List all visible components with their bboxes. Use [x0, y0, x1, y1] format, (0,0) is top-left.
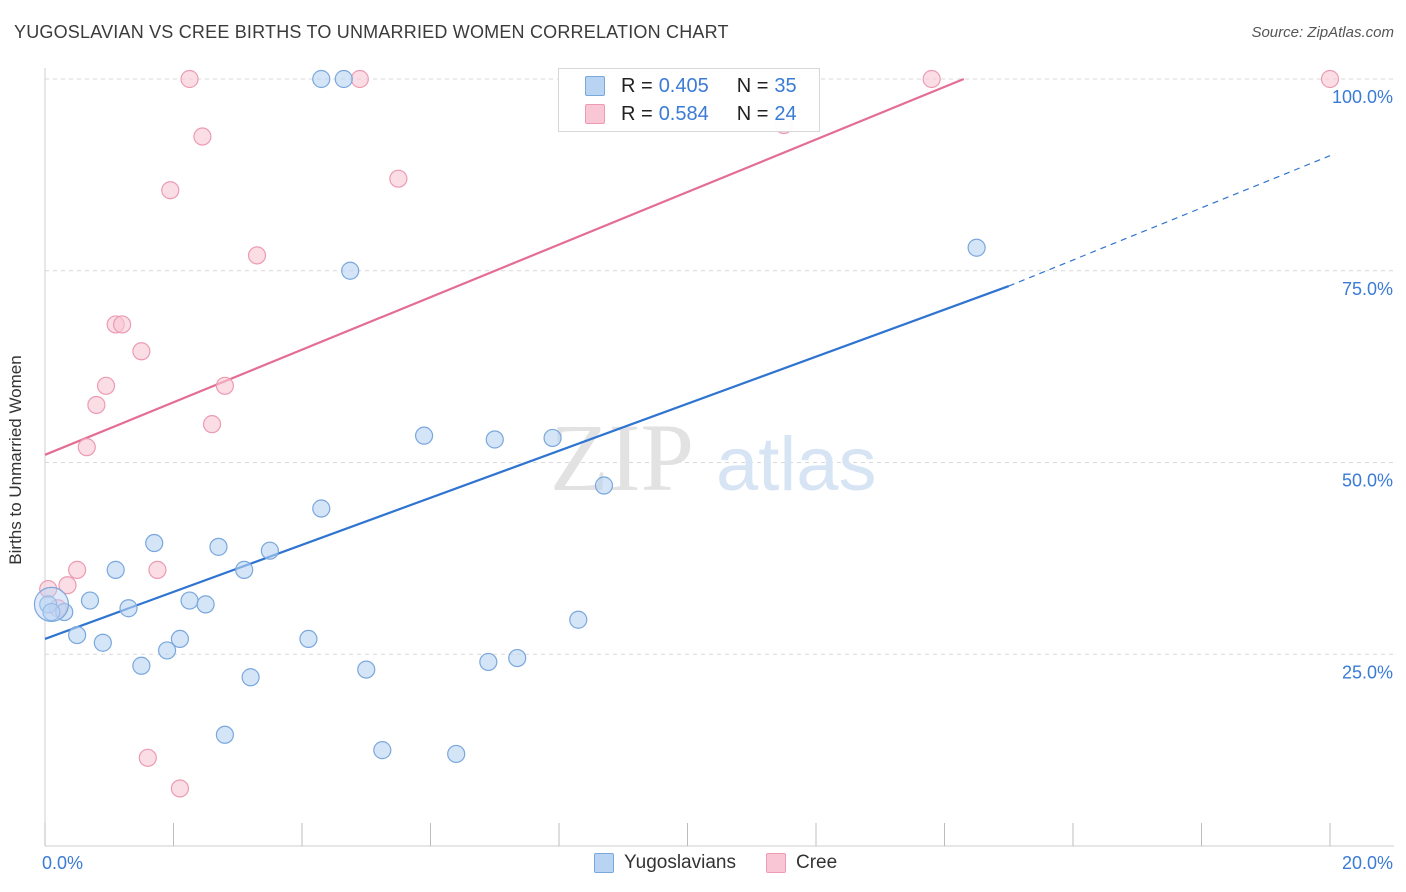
- data-point-yugoslavians: [312, 499, 331, 518]
- legend-n-label: N =: [736, 102, 769, 125]
- series-legend-item-cree: Cree: [765, 852, 838, 874]
- data-point-yugoslavians: [235, 560, 254, 579]
- series-legend-label: Cree: [795, 852, 838, 873]
- data-point-yugoslavians: [209, 537, 228, 556]
- data-point-yugoslavians: [357, 660, 376, 679]
- y-axis-label: Births to Unmarried Women: [6, 355, 25, 565]
- data-point-yugoslavians: [196, 595, 215, 614]
- x-tick-label: 20.0%: [1342, 853, 1393, 873]
- data-point-cree: [87, 395, 106, 415]
- data-point-cree: [247, 246, 267, 265]
- data-point-yugoslavians: [106, 560, 125, 579]
- legend-n-value: 24: [774, 102, 797, 125]
- legend-n-label: N =: [736, 74, 769, 97]
- data-point-cree: [132, 342, 151, 361]
- data-point-yugoslavians: [569, 610, 588, 629]
- data-point-yugoslavians: [260, 541, 279, 560]
- watermark-atlas: atlas: [716, 422, 877, 507]
- series-swatch-blue: [594, 853, 614, 873]
- legend-row-yugoslavians: R = 0.405 N = 35: [585, 75, 797, 97]
- data-point-yugoslavians: [312, 69, 331, 89]
- data-point-yugoslavians: [299, 629, 318, 649]
- data-point-yugoslavians: [170, 629, 190, 649]
- data-point-yugoslavians: [967, 238, 986, 257]
- data-point-cree: [68, 560, 87, 579]
- trend-line-extension-yugoslavians: [1008, 155, 1331, 287]
- legend-r-value: 0.405: [658, 74, 709, 97]
- source-label: Source: ZipAtlas.com: [1251, 24, 1394, 41]
- data-point-cree: [138, 748, 157, 767]
- trend-line-yugoslavians: [44, 285, 1010, 640]
- data-point-cree: [215, 376, 234, 395]
- data-point-yugoslavians: [119, 599, 138, 618]
- data-point-cluster-yugoslavians: [33, 586, 70, 622]
- data-point-yugoslavians: [145, 533, 164, 553]
- y-tick-label: 100.0%: [1332, 87, 1393, 107]
- chart-title: YUGOSLAVIAN VS CREE BIRTHS TO UNMARRIED …: [14, 22, 729, 42]
- legend-r-label: R =: [621, 74, 653, 97]
- data-point-cree: [922, 69, 941, 89]
- legend-r-label: R =: [621, 102, 653, 125]
- data-point-cree: [202, 415, 222, 434]
- data-point-yugoslavians: [93, 633, 112, 652]
- y-tick-label: 50.0%: [1342, 471, 1393, 491]
- legend-r-value: 0.584: [658, 102, 709, 125]
- legend-swatch-blue: [585, 76, 605, 96]
- data-point-yugoslavians: [68, 625, 87, 645]
- data-point-cree: [96, 376, 116, 395]
- legend-row-cree: R = 0.584 N = 24: [585, 103, 797, 125]
- watermark-zip: ZIP: [550, 404, 694, 511]
- y-tick-label: 75.0%: [1342, 279, 1393, 299]
- series-swatch-pink: [765, 853, 786, 873]
- x-tick-label: 0.0%: [42, 853, 83, 873]
- data-point-yugoslavians: [479, 652, 498, 672]
- data-point-yugoslavians: [241, 668, 260, 687]
- data-point-yugoslavians: [215, 725, 234, 744]
- y-tick-label: 25.0%: [1342, 662, 1393, 682]
- data-point-cree: [77, 438, 96, 457]
- data-point-cree: [112, 315, 132, 334]
- data-point-cree: [1320, 69, 1340, 89]
- data-point-yugoslavians: [80, 591, 100, 610]
- data-point-yugoslavians: [132, 656, 151, 675]
- data-point-yugoslavians: [485, 430, 504, 449]
- data-point-yugoslavians: [180, 591, 199, 610]
- series-legend-item-yugoslavians: Yugoslavians: [594, 852, 736, 874]
- data-point-cree: [180, 69, 199, 89]
- series-legend-label: Yugoslavians: [624, 852, 736, 873]
- data-point-yugoslavians: [414, 426, 434, 445]
- data-point-cree: [193, 127, 212, 146]
- data-point-cree: [350, 69, 369, 89]
- data-point-cree: [148, 560, 167, 579]
- data-point-yugoslavians: [447, 744, 466, 764]
- series-legend: Yugoslavians Cree: [594, 852, 867, 874]
- data-point-yugoslavians: [594, 476, 614, 495]
- data-point-yugoslavians: [508, 648, 527, 668]
- legend-n-value: 35: [774, 74, 797, 97]
- correlation-legend: R = 0.405 N = 35 R = 0.584 N = 24: [558, 68, 820, 132]
- data-point-cree: [170, 779, 190, 798]
- data-point-yugoslavians: [42, 602, 61, 622]
- trend-line-cree: [44, 77, 965, 456]
- data-point-yugoslavians: [334, 69, 353, 89]
- data-point-yugoslavians: [157, 641, 177, 660]
- data-point-yugoslavians: [373, 741, 392, 760]
- data-point-cree: [161, 181, 180, 200]
- data-point-cree: [389, 169, 408, 188]
- data-point-cree: [58, 576, 77, 595]
- data-point-yugoslavians: [543, 428, 562, 448]
- legend-swatch-pink: [585, 104, 605, 124]
- data-point-yugoslavians: [341, 261, 360, 280]
